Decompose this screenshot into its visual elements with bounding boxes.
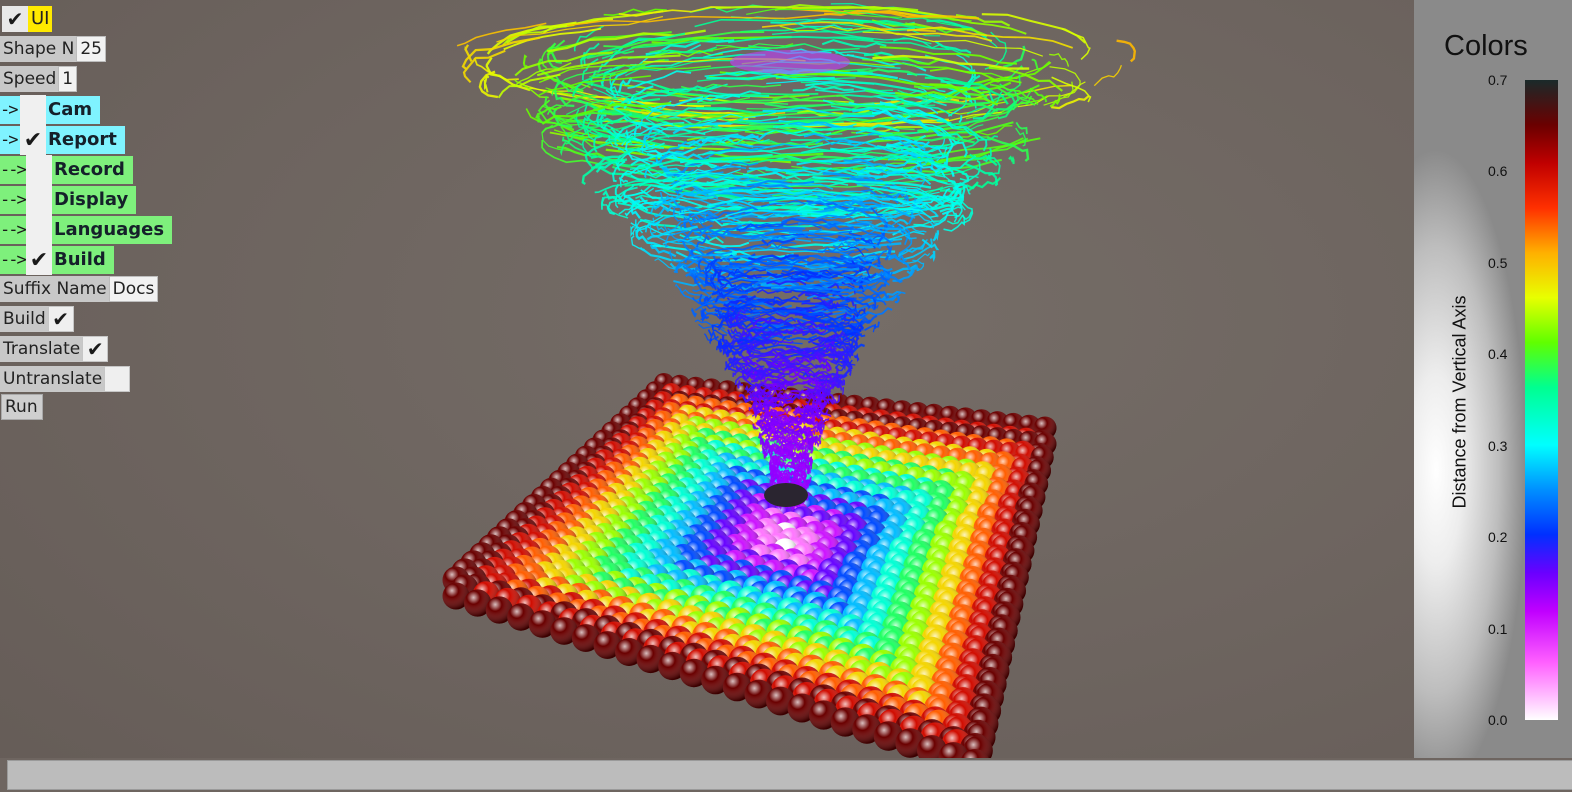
build-row: Build ✔	[0, 306, 74, 332]
check-icon: ✔	[23, 127, 43, 153]
ui-toggle[interactable]: ✔ UI	[2, 6, 53, 32]
check-icon: ✔	[6, 7, 24, 31]
nav-item-languages[interactable]: --> Languages	[0, 215, 173, 245]
suffix-name-input[interactable]: Docs	[108, 276, 159, 302]
nav-item-report[interactable]: -> ✔ Report	[0, 125, 125, 155]
colorbar-tick-label: 0.5	[1488, 254, 1508, 271]
nav-label: Languages	[52, 216, 173, 244]
speed-input[interactable]: 1	[58, 66, 78, 92]
ui-toggle-label: UI	[28, 6, 53, 32]
nav-item-display[interactable]: --> Display	[0, 185, 137, 215]
nav-arrow: -->	[0, 216, 27, 244]
nav-item-cam[interactable]: -> Cam	[0, 95, 101, 125]
nav-item-record[interactable]: --> Record	[0, 155, 133, 185]
untranslate-row: Untranslate	[0, 366, 131, 392]
nav-checkbox[interactable]	[20, 95, 46, 125]
colorbar-tick-label: 0.2	[1488, 529, 1508, 546]
check-icon: ✔	[52, 307, 70, 331]
build-label: Build	[0, 306, 48, 332]
build-checkbox[interactable]: ✔	[47, 306, 74, 332]
nav-arrow: -->	[0, 246, 27, 274]
nav-label: Record	[52, 156, 133, 184]
nav-checkbox[interactable]: ✔	[20, 125, 46, 155]
colorbar-tick-label: 0.7	[1488, 72, 1508, 88]
shape-n-row: Shape N 25	[0, 36, 106, 62]
untranslate-checkbox[interactable]	[104, 366, 131, 392]
particle-grid	[442, 373, 1057, 758]
run-button[interactable]: Run	[1, 394, 43, 420]
ui-toggle-checkbox[interactable]: ✔	[2, 6, 28, 32]
colorbar-tick-label: 0.0	[1488, 712, 1508, 728]
colorbar	[1525, 80, 1558, 720]
translate-label: Translate	[0, 336, 83, 362]
colorbar-tick-label: 0.6	[1488, 163, 1508, 180]
nav-label: Display	[52, 186, 137, 214]
nav-arrow: -->	[0, 186, 27, 214]
legend-axis-label: Distance from Vertical Axis	[1449, 295, 1470, 509]
nav-checkbox[interactable]	[26, 215, 52, 245]
nav-arrow: -->	[0, 156, 27, 184]
speed-row: Speed 1	[0, 66, 78, 92]
nav-checkbox[interactable]: ✔	[26, 245, 52, 275]
particle-scene[interactable]	[0, 0, 1410, 758]
tornado-funnel	[456, 2, 1137, 512]
bottom-bar	[0, 758, 1572, 792]
legend-title: Colors	[1444, 30, 1528, 62]
color-legend: Colors Distance from Vertical Axis 0.0 0.…	[1414, 0, 1572, 758]
untranslate-label: Untranslate	[0, 366, 105, 392]
command-input[interactable]	[7, 760, 1572, 790]
colorbar-tick-label: 0.4	[1488, 346, 1508, 363]
nav-label: Build	[52, 246, 114, 274]
check-icon: ✔	[86, 337, 104, 361]
colorbar-tick-label: 0.1	[1488, 620, 1508, 637]
shape-n-input[interactable]: 25	[76, 36, 106, 62]
speed-label: Speed	[0, 66, 59, 92]
nav-label: Cam	[46, 96, 101, 124]
nav-checkbox[interactable]	[26, 155, 52, 185]
nav-checkbox[interactable]	[26, 185, 52, 215]
nav-arrow: ->	[0, 126, 20, 154]
colorbar-tick-label: 0.3	[1488, 437, 1508, 454]
nav-arrow: ->	[0, 96, 20, 124]
shape-n-label: Shape N	[0, 36, 77, 62]
suffix-name-label: Suffix Name	[0, 276, 109, 302]
check-icon: ✔	[29, 247, 49, 273]
translate-checkbox[interactable]: ✔	[82, 336, 109, 362]
suffix-name-row: Suffix Name Docs	[0, 276, 159, 302]
translate-row: Translate ✔	[0, 336, 109, 362]
nav-label: Report	[46, 126, 125, 154]
nav-item-build[interactable]: --> ✔ Build	[0, 245, 114, 275]
